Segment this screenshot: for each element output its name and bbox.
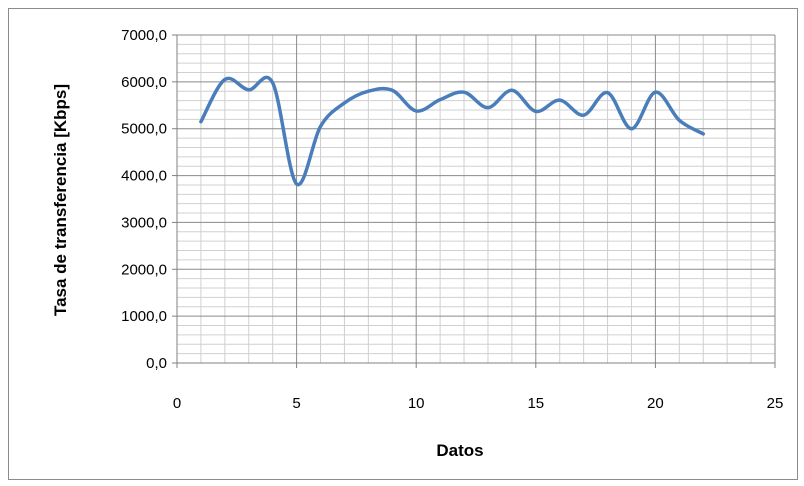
data-point [367,90,370,93]
y-tick-label: 2000,0 [121,261,167,278]
data-point [486,106,489,109]
data-point [391,89,394,92]
grid [176,34,776,364]
x-tick-label: 15 [527,395,544,412]
y-tick-label: 7000,0 [121,27,167,44]
x-tick-label: 20 [647,395,664,412]
data-point [582,114,585,117]
chart-frame [8,8,798,480]
axes [172,34,776,368]
x-tick-label: 25 [767,395,784,412]
data-point [223,78,226,81]
y-tick-label: 0,0 [146,355,167,372]
data-point [247,88,250,91]
y-tick-label: 5000,0 [121,121,167,138]
data-point [271,81,274,84]
data-point [295,183,298,186]
data-point [510,89,513,92]
data-point [558,99,561,102]
y-tick-label: 4000,0 [121,168,167,185]
series-line [199,75,705,187]
y-tick-label: 6000,0 [121,74,167,91]
y-axis-title: Tasa de transferencia [Kbps] [51,84,70,316]
x-tick-label: 10 [408,395,425,412]
data-point [702,132,705,135]
y-tick-label: 1000,0 [121,308,167,325]
data-point [415,109,418,112]
data-point [319,125,322,128]
y-tick-label: 3000,0 [121,214,167,231]
series-layer [199,75,705,187]
data-point [534,110,537,113]
data-point [463,91,466,94]
data-point [606,91,609,94]
tick-labels: 0,0 1000,0 2000,0 3000,0 4000,0 5000,0 6000,0 7… [121,27,783,412]
data-point [199,120,202,123]
data-point [654,91,657,94]
data-point [630,127,633,130]
x-tick-label: 5 [292,395,300,412]
x-axis-title: Datos [436,441,483,460]
data-point [678,119,681,122]
data-point [439,98,442,101]
data-point [343,101,346,104]
x-tick-label: 0 [173,395,181,412]
